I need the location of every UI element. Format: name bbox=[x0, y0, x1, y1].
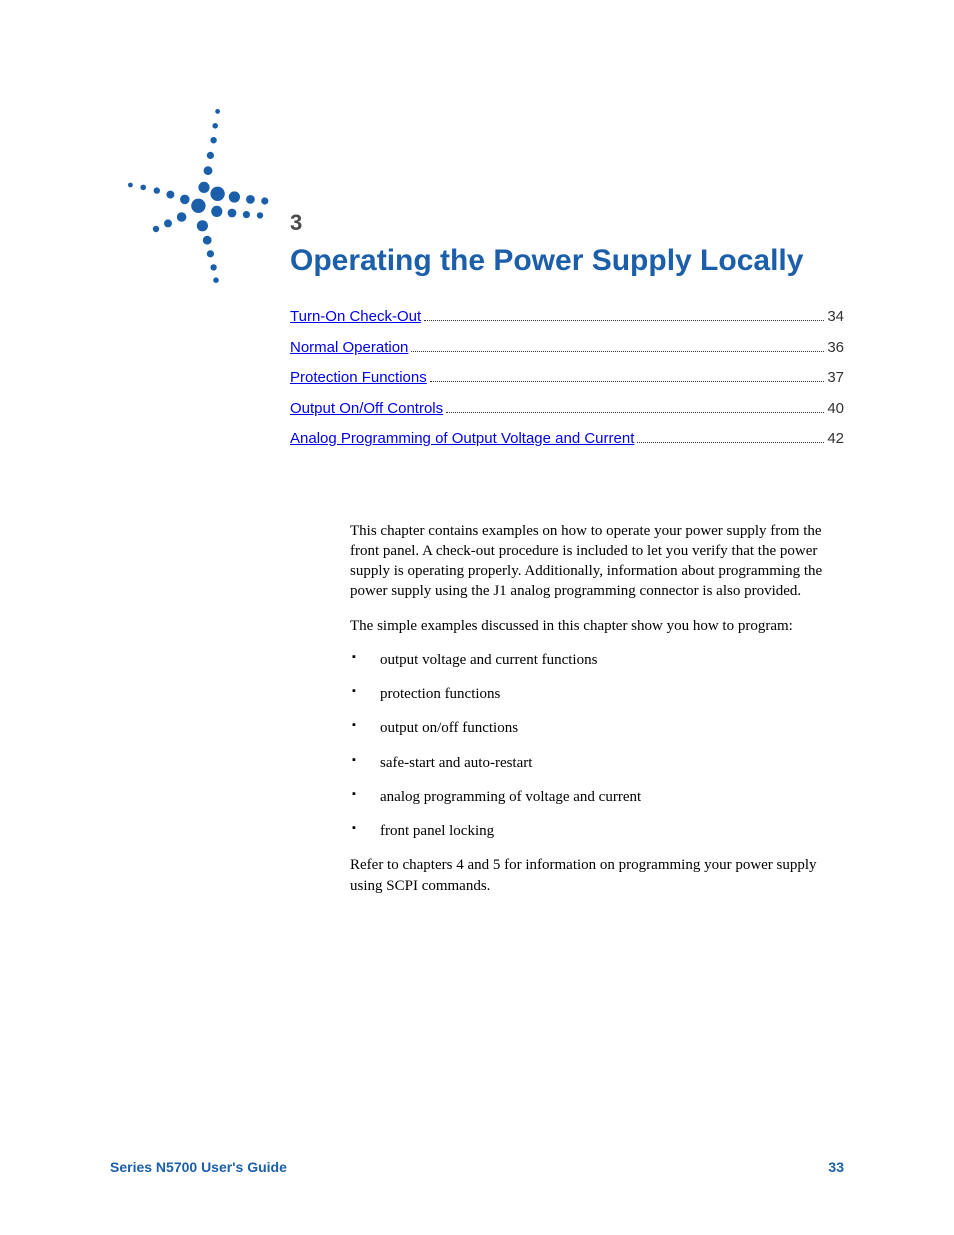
toc-page-number: 42 bbox=[827, 428, 844, 451]
toc-entry: Output On/Off Controls 40 bbox=[290, 398, 844, 421]
toc-link[interactable]: Turn-On Check-Out bbox=[290, 306, 421, 329]
toc-link[interactable]: Protection Functions bbox=[290, 367, 427, 390]
table-of-contents: Turn-On Check-Out 34 Normal Operation 36 Pro… bbox=[290, 306, 844, 451]
toc-leader-dots bbox=[424, 320, 824, 321]
toc-entry: Protection Functions 37 bbox=[290, 367, 844, 390]
page-container: 3 Operating the Power Supply Locally Tur… bbox=[0, 0, 954, 1235]
list-item: analog programming of voltage and curren… bbox=[352, 787, 844, 807]
footer-page-number: 33 bbox=[828, 1159, 844, 1175]
intro-paragraph-2: The simple examples discussed in this ch… bbox=[350, 616, 844, 636]
toc-page-number: 40 bbox=[827, 398, 844, 421]
brand-logo-icon bbox=[108, 105, 288, 285]
feature-list: output voltage and current functions prot… bbox=[352, 650, 844, 842]
chapter-number: 3 bbox=[290, 210, 844, 236]
toc-link[interactable]: Normal Operation bbox=[290, 337, 408, 360]
toc-page-number: 34 bbox=[827, 306, 844, 329]
page-footer: Series N5700 User's Guide 33 bbox=[110, 1159, 844, 1175]
list-item: output on/off functions bbox=[352, 718, 844, 738]
list-item: protection functions bbox=[352, 684, 844, 704]
toc-page-number: 37 bbox=[827, 367, 844, 390]
content-block: 3 Operating the Power Supply Locally Tur… bbox=[290, 210, 844, 896]
closing-paragraph: Refer to chapters 4 and 5 for informatio… bbox=[350, 855, 844, 896]
list-item: front panel locking bbox=[352, 821, 844, 841]
toc-leader-dots bbox=[637, 442, 824, 443]
chapter-title: Operating the Power Supply Locally bbox=[290, 244, 844, 278]
body-text: This chapter contains examples on how to… bbox=[350, 521, 844, 896]
toc-leader-dots bbox=[411, 351, 824, 352]
toc-leader-dots bbox=[430, 381, 825, 382]
footer-guide-title: Series N5700 User's Guide bbox=[110, 1159, 287, 1175]
intro-paragraph-1: This chapter contains examples on how to… bbox=[350, 521, 844, 602]
list-item: safe-start and auto-restart bbox=[352, 753, 844, 773]
toc-entry: Normal Operation 36 bbox=[290, 337, 844, 360]
toc-entry: Analog Programming of Output Voltage and… bbox=[290, 428, 844, 451]
list-item: output voltage and current functions bbox=[352, 650, 844, 670]
toc-entry: Turn-On Check-Out 34 bbox=[290, 306, 844, 329]
toc-leader-dots bbox=[446, 412, 824, 413]
toc-link[interactable]: Analog Programming of Output Voltage and… bbox=[290, 428, 634, 451]
toc-link[interactable]: Output On/Off Controls bbox=[290, 398, 443, 421]
toc-page-number: 36 bbox=[827, 337, 844, 360]
